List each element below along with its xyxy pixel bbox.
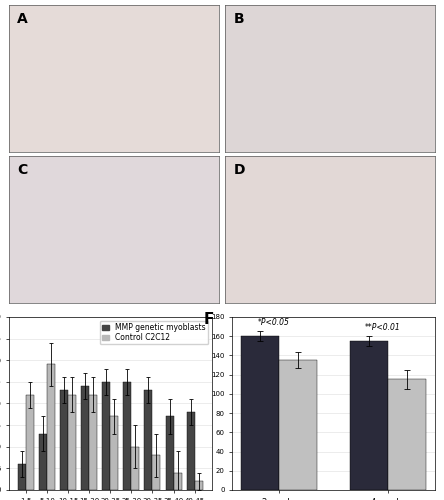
Bar <box>144 390 152 490</box>
Text: F: F <box>204 312 214 326</box>
Text: D: D <box>234 164 245 177</box>
Bar <box>152 456 160 490</box>
Bar <box>47 364 55 490</box>
Bar <box>388 380 426 490</box>
Text: A: A <box>17 12 28 26</box>
Bar <box>81 386 89 490</box>
Bar <box>111 416 119 490</box>
Bar <box>123 382 131 490</box>
Bar <box>39 434 47 490</box>
Bar <box>174 472 182 490</box>
Bar <box>166 416 174 490</box>
Text: C: C <box>17 164 28 177</box>
Bar <box>26 395 34 490</box>
Text: B: B <box>234 12 244 26</box>
Bar <box>131 446 139 490</box>
Legend: MMP genetic myoblasts, Control C2C12: MMP genetic myoblasts, Control C2C12 <box>100 320 208 344</box>
Bar <box>68 395 76 490</box>
Bar <box>279 360 317 490</box>
Text: **P<0.01: **P<0.01 <box>365 324 400 332</box>
Bar <box>103 382 111 490</box>
Bar <box>60 390 68 490</box>
Bar <box>18 464 26 490</box>
Bar <box>186 412 194 490</box>
Bar <box>194 482 202 490</box>
Text: *P<0.05: *P<0.05 <box>258 318 290 328</box>
Bar <box>89 395 97 490</box>
Bar <box>242 336 279 490</box>
Bar <box>350 341 388 490</box>
